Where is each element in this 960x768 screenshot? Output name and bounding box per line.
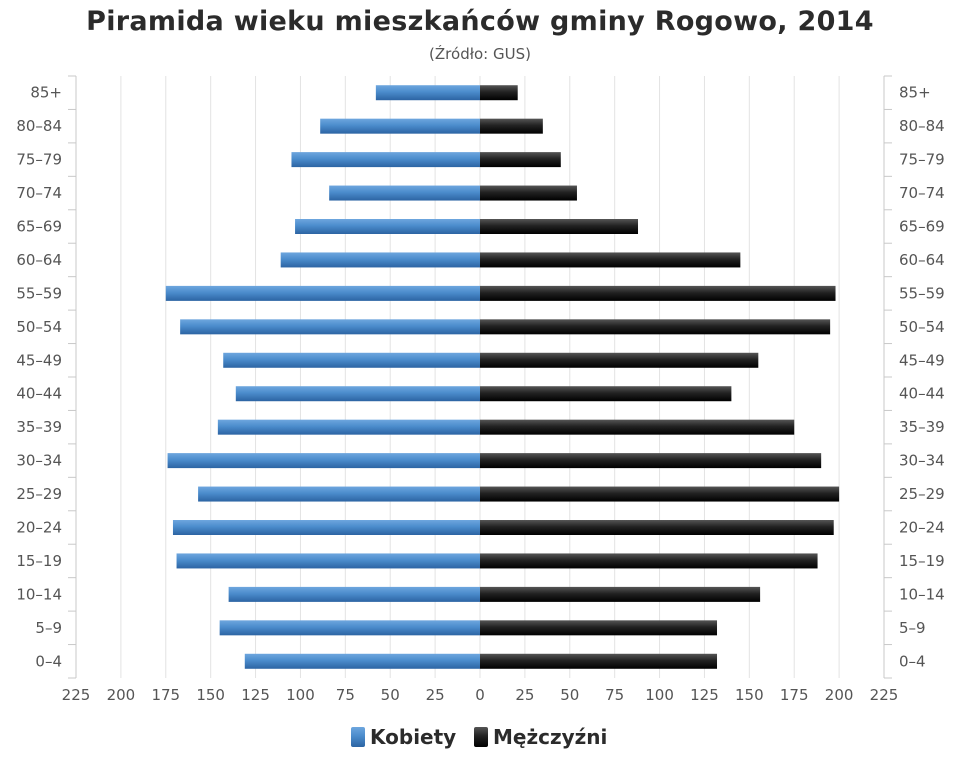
bar-kobiety (375, 85, 480, 101)
legend-label-kobiety[interactable]: Kobiety (370, 725, 456, 749)
bar-kobiety (217, 419, 481, 435)
x-tick-label: 25 (515, 686, 534, 704)
bar-kobiety (244, 653, 480, 669)
bar-mezczyzni (480, 386, 732, 402)
bar-kobiety (223, 352, 481, 368)
x-tick-label: 50 (381, 686, 400, 704)
y-category-label-left: 80–84 (16, 117, 62, 135)
y-category-label-left: 65–69 (16, 218, 62, 236)
y-category-label-right: 40–44 (899, 385, 945, 403)
y-category-label-right: 5–9 (899, 619, 926, 637)
y-category-label-left: 75–79 (16, 151, 62, 169)
bar-mezczyzni (480, 319, 831, 335)
bar-mezczyzni (480, 352, 759, 368)
bar-mezczyzni (480, 285, 836, 301)
bar-kobiety (219, 620, 480, 636)
x-tick-label: 225 (870, 686, 899, 704)
y-category-label-left: 15–19 (16, 552, 62, 570)
x-tick-label: 175 (780, 686, 809, 704)
bar-mezczyzni (480, 553, 818, 569)
legend-swatch-kobiety[interactable] (351, 727, 365, 747)
bar-mezczyzni (480, 85, 518, 101)
y-category-label-left: 85+ (30, 84, 62, 102)
y-category-label-left: 20–24 (16, 519, 62, 537)
y-category-label-left: 40–44 (16, 385, 62, 403)
bar-kobiety (180, 319, 481, 335)
x-tick-label: 200 (107, 686, 136, 704)
y-category-label-right: 15–19 (899, 552, 945, 570)
x-tick-label: 0 (475, 686, 485, 704)
bar-mezczyzni (480, 586, 761, 602)
bar-mezczyzni (480, 520, 834, 535)
y-category-label-right: 60–64 (899, 251, 945, 269)
x-tick-label: 50 (560, 686, 579, 704)
x-tick-label: 75 (605, 686, 624, 704)
y-category-label-left: 45–49 (16, 351, 62, 369)
y-category-label-left: 70–74 (16, 184, 62, 202)
y-category-label-left: 50–54 (16, 318, 62, 336)
bar-mezczyzni (480, 486, 840, 502)
y-category-label-left: 60–64 (16, 251, 62, 269)
bar-mezczyzni (480, 653, 718, 669)
y-category-label-right: 70–74 (899, 184, 945, 202)
chart-subtitle: (Źródło: GUS) (429, 45, 531, 63)
y-category-label-right: 35–39 (899, 418, 945, 436)
bar-kobiety (295, 219, 480, 234)
x-tick-label: 100 (286, 686, 315, 704)
y-category-label-right: 55–59 (899, 284, 945, 302)
y-category-label-right: 80–84 (899, 117, 945, 135)
x-tick-label: 200 (825, 686, 854, 704)
y-category-label-right: 65–69 (899, 218, 945, 236)
legend-swatch-mezczyzni[interactable] (474, 727, 488, 747)
y-category-label-right: 85+ (899, 84, 931, 102)
bar-mezczyzni (480, 219, 639, 234)
bar-kobiety (320, 118, 480, 134)
y-category-label-right: 20–24 (899, 519, 945, 537)
x-tick-label: 175 (151, 686, 180, 704)
x-tick-label: 100 (645, 686, 674, 704)
bar-kobiety (235, 386, 480, 402)
y-category-label-left: 25–29 (16, 485, 62, 503)
x-tick-label: 25 (426, 686, 445, 704)
y-category-label-right: 0–4 (899, 652, 926, 670)
y-category-label-left: 10–14 (16, 585, 62, 603)
chart-title: Piramida wieku mieszkańców gminy Rogowo,… (86, 6, 874, 37)
bar-mezczyzni (480, 118, 543, 134)
bar-mezczyzni (480, 152, 561, 168)
legend-label-mezczyzni[interactable]: Mężczyźni (493, 725, 607, 749)
y-category-label-left: 5–9 (35, 619, 62, 637)
x-tick-label: 75 (336, 686, 355, 704)
x-tick-label: 125 (241, 686, 270, 704)
bar-kobiety (167, 453, 480, 469)
x-tick-label: 125 (690, 686, 719, 704)
y-category-label-left: 35–39 (16, 418, 62, 436)
bar-mezczyzni (480, 252, 741, 268)
y-category-label-right: 50–54 (899, 318, 945, 336)
bar-kobiety (198, 486, 480, 502)
bar-mezczyzni (480, 419, 795, 435)
x-tick-label: 225 (62, 686, 91, 704)
bar-kobiety (176, 553, 480, 569)
y-category-label-left: 0–4 (35, 652, 62, 670)
bar-kobiety (165, 285, 480, 301)
bar-mezczyzni (480, 185, 577, 201)
x-tick-label: 150 (196, 686, 225, 704)
y-category-label-right: 75–79 (899, 151, 945, 169)
bar-mezczyzni (480, 453, 822, 469)
y-category-label-right: 45–49 (899, 351, 945, 369)
bar-kobiety (291, 152, 480, 168)
y-category-label-right: 10–14 (899, 585, 945, 603)
bar-mezczyzni (480, 620, 718, 636)
y-category-label-right: 25–29 (899, 485, 945, 503)
bar-kobiety (280, 252, 480, 268)
y-category-label-left: 55–59 (16, 284, 62, 302)
bar-kobiety (228, 586, 480, 602)
x-tick-label: 150 (735, 686, 764, 704)
bar-kobiety (329, 185, 480, 201)
y-category-label-right: 30–34 (899, 452, 945, 470)
bar-kobiety (172, 520, 480, 535)
y-category-label-left: 30–34 (16, 452, 62, 470)
